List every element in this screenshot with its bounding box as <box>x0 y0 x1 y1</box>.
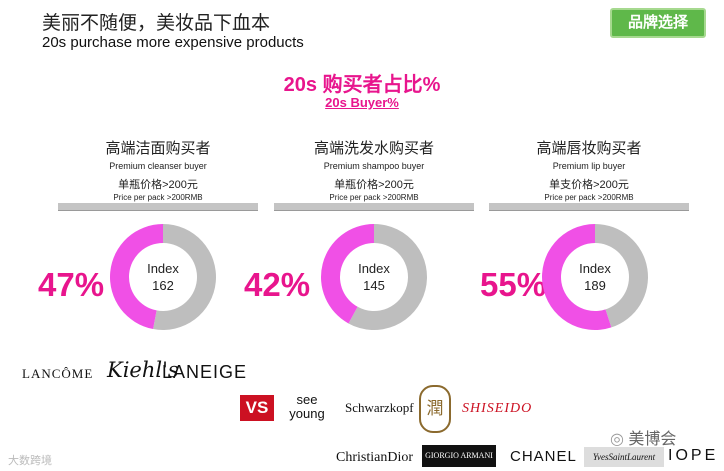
brand-select-button[interactable]: 品牌选择 <box>610 8 706 38</box>
panel-title: 高端唇妆购买者 <box>536 140 642 157</box>
price-en: Price per pack >200RMB <box>544 193 634 202</box>
brand-logo-lancome: LANCÔME <box>22 366 94 381</box>
brand-logo-vs: VS <box>240 395 274 421</box>
brand-logo-kiehls: Kiehl's <box>107 358 179 382</box>
wechat-account-name: 美博会 <box>628 431 677 448</box>
chart-subtitle: 20s Buyer% <box>325 95 399 110</box>
donut-chart-lip: Index 189 <box>542 224 648 330</box>
page-title: 美丽不随便，美妆品下血本 <box>42 13 271 34</box>
chart-title: 20s 购买者占比% <box>283 74 441 96</box>
price-cn: 单瓶价格>200元 <box>334 179 414 191</box>
wechat-account: ◎ 美博会 <box>610 425 676 449</box>
brand-logo-armani: GIORGIO ARMANI <box>422 445 496 467</box>
brand-logo-schwarzkopf: Schwarzkopf <box>345 400 414 415</box>
donut-slice-other <box>595 224 648 328</box>
brand-logo-iope: IOPE <box>668 447 719 464</box>
donut-chart-shampoo: Index 145 <box>321 224 427 330</box>
donut-slice-20s <box>321 224 374 324</box>
donut-index-value: 162 <box>152 278 174 293</box>
donut-slice-other <box>348 224 427 330</box>
panel-divider <box>58 203 258 211</box>
price-cn: 单支价格>200元 <box>549 179 629 191</box>
price-en: Price per pack >200RMB <box>329 193 419 202</box>
donut-center-label: Index <box>358 261 390 276</box>
panel-lip: 高端唇妆购买者 Premium lip buyer 单支价格>200元 Pric… <box>489 137 689 211</box>
brand-logo-dior: ChristianDior <box>336 450 413 465</box>
donut-index-value: 189 <box>584 278 606 293</box>
watermark-text: 大数跨境 <box>8 455 52 467</box>
donut-slice-20s <box>109 224 163 330</box>
donut-center-label: Index <box>579 261 611 276</box>
panel-title: 高端洗发水购买者 <box>313 140 434 157</box>
brand-logo-laneige: LANEIGE <box>162 362 248 382</box>
price-cn: 单瓶价格>200元 <box>118 179 198 191</box>
donut-center-label: Index <box>147 261 179 276</box>
brand-logo-chanel: CHANEL <box>510 448 577 465</box>
panel-subtitle: Premium cleanser buyer <box>109 161 207 171</box>
percent-label-shampoo: 42% <box>244 266 311 303</box>
brand-logo-see-young: see young <box>289 392 325 421</box>
panel-divider <box>489 203 689 211</box>
percent-label-cleanser: 47% <box>38 266 105 303</box>
panel-cleanser: 高端洁面购买者 Premium cleanser buyer 单瓶价格>200元… <box>58 137 258 211</box>
price-en: Price per pack >200RMB <box>113 193 203 202</box>
page-subtitle: 20s purchase more expensive products <box>42 34 304 51</box>
wechat-icon: ◎ <box>610 431 624 448</box>
donut-index-value: 145 <box>363 278 385 293</box>
donut-slice-other <box>153 224 216 330</box>
panel-subtitle: Premium shampoo buyer <box>323 161 425 171</box>
percent-label-lip: 55% <box>480 266 547 303</box>
panel-shampoo: 高端洗发水购买者 Premium shampoo buyer 单瓶价格>200元… <box>274 137 474 211</box>
brand-logo-shiseido: SHISEIDO <box>462 401 533 416</box>
panel-divider <box>274 203 474 211</box>
panel-subtitle: Premium lip buyer <box>552 161 626 171</box>
brand-logo-run: 潤 <box>419 385 451 433</box>
panel-title: 高端洁面购买者 <box>105 140 211 157</box>
donut-chart-cleanser: Index 162 <box>109 224 216 330</box>
donut-slice-20s <box>542 224 612 330</box>
brand-logo-ysl: YvesSaintLaurent <box>584 447 664 467</box>
